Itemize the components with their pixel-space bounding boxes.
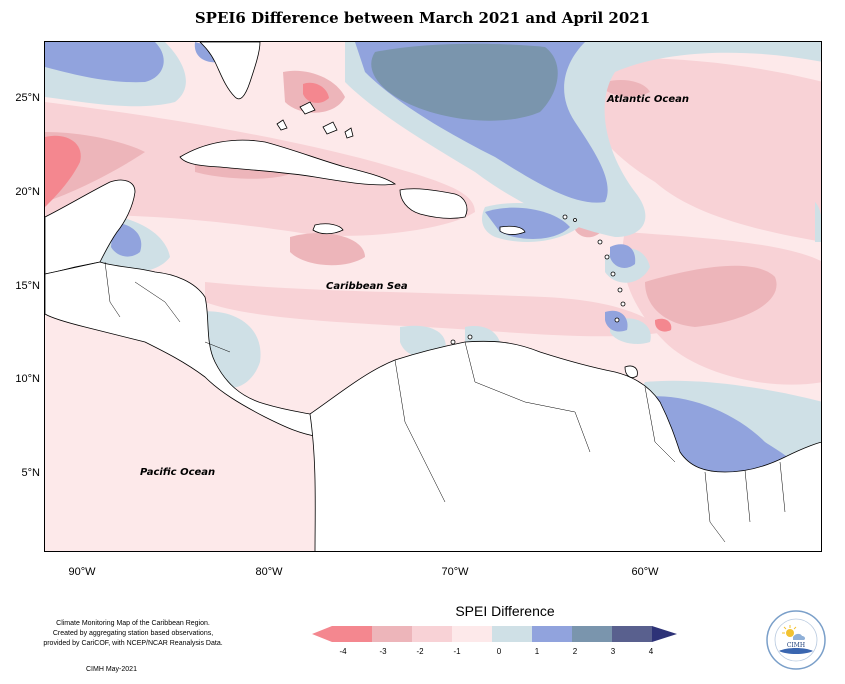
map-title: SPEI6 Difference between March 2021 and …: [194, 9, 651, 27]
lat-tick-10n: 10°N: [15, 373, 40, 385]
legend-swatch: [532, 626, 572, 642]
legend-swatch: [332, 626, 372, 642]
svg-text:CIMH: CIMH: [787, 642, 805, 649]
caribbean-sea-label: Caribbean Sea: [326, 281, 408, 292]
legend-tick: -4: [339, 647, 347, 656]
legend-tick: 1: [534, 647, 540, 656]
legend-swatch: [572, 626, 612, 642]
lon-tick-90w: 90°W: [68, 566, 96, 578]
legend-colorbar: [312, 626, 677, 642]
legend-tick: -3: [379, 647, 387, 656]
lat-tick-25n: 25°N: [15, 92, 40, 104]
cimh-logo-icon: CIMH: [765, 609, 827, 671]
legend-tick: 3: [610, 647, 616, 656]
credits-block: Climate Monitoring Map of the Caribbean …: [28, 619, 238, 649]
legend-title: SPEI Difference: [455, 603, 555, 619]
legend-swatch: [372, 626, 412, 642]
legend-arrow-right: [652, 626, 677, 642]
lat-tick-20n: 20°N: [15, 186, 40, 198]
legend-tick: 4: [648, 647, 654, 656]
atlantic-ocean-label: Atlantic Ocean: [607, 94, 689, 105]
strong-negative-zones: [45, 82, 672, 332]
lon-tick-60w: 60°W: [631, 566, 659, 578]
credit-line: provided by CariCOF, with NCEP/NCAR Rean…: [43, 640, 223, 647]
map-panel: Atlantic Ocean Caribbean Sea Pacific Oce…: [44, 41, 822, 552]
lat-tick-5n: 5°N: [21, 467, 40, 479]
legend-tick: -2: [416, 647, 424, 656]
spei-difference-map: [45, 42, 821, 551]
legend-tick: -1: [453, 647, 461, 656]
lon-tick-80w: 80°W: [255, 566, 283, 578]
credit-line: Created by aggregating station based obs…: [52, 630, 214, 637]
credit-date: CIMH May-2021: [86, 666, 137, 673]
legend-swatch: [452, 626, 492, 642]
legend-swatch: [412, 626, 452, 642]
legend-tick: 0: [496, 647, 502, 656]
legend-tick: 2: [572, 647, 578, 656]
legend-swatch: [612, 626, 652, 642]
credit-line: Climate Monitoring Map of the Caribbean …: [56, 620, 210, 627]
lon-tick-70w: 70°W: [441, 566, 469, 578]
legend-swatch: [492, 626, 532, 642]
country-borders: [104, 261, 786, 543]
pacific-ocean-label: Pacific Ocean: [140, 467, 216, 478]
legend-arrow-left: [312, 626, 332, 642]
land-masses: [45, 42, 821, 551]
lat-tick-15n: 15°N: [15, 280, 40, 292]
